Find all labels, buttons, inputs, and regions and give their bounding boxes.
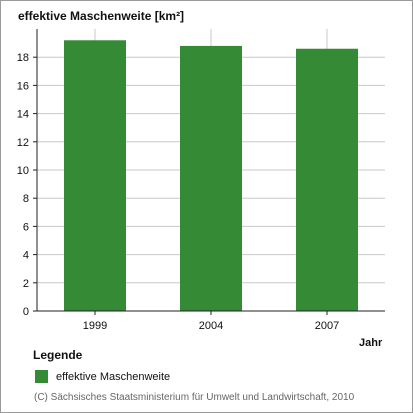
legend-item: effektive Maschenweite (35, 370, 170, 383)
y-tick-label: 16 (17, 80, 29, 92)
x-axis-label: Jahr (359, 337, 383, 349)
y-tick-label: 10 (17, 165, 29, 177)
legend-title: Legende (33, 348, 83, 362)
legend-swatch (35, 370, 48, 383)
y-tick-label: 12 (17, 137, 29, 149)
legend-label: effektive Maschenweite (56, 370, 171, 383)
y-tick-label: 6 (23, 221, 29, 233)
y-tick-label: 8 (23, 193, 29, 205)
chart-title: effektive Maschenweite [km²] (18, 9, 185, 23)
copyright-text: (C) Sächsisches Staatsministerium für Um… (34, 392, 355, 403)
y-tick-label: 18 (17, 52, 29, 64)
y-tick-label: 4 (23, 250, 29, 262)
bar-1999 (64, 40, 126, 311)
bar-2007 (296, 48, 358, 312)
x-tick-label: 2004 (199, 320, 223, 332)
y-tick-label: 2 (23, 278, 29, 290)
x-tick-label: 2007 (315, 320, 339, 332)
x-tick-label: 1999 (83, 320, 107, 332)
y-tick-label: 14 (17, 109, 29, 121)
y-tick-label: 0 (23, 306, 29, 318)
bar-2004 (180, 45, 242, 312)
